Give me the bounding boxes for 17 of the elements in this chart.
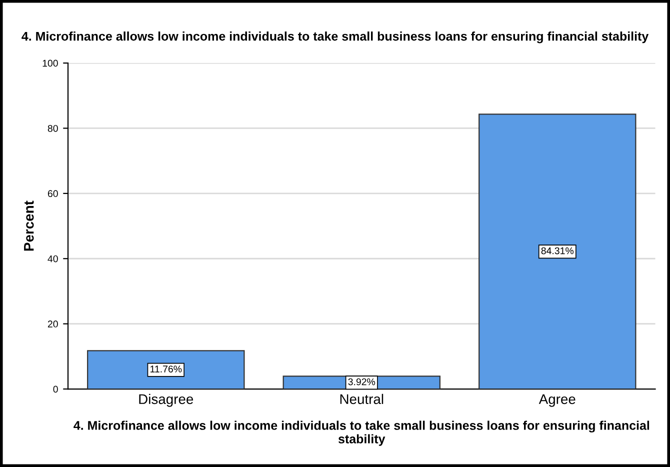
y-tick-label: 60 — [48, 190, 58, 198]
y-tick-label: 100 — [42, 60, 58, 67]
x-axis-title: 4. Microfinance allows low income individuals to take small business loans for ensuring financial stability — [74, 420, 650, 446]
x-tick-label: Disagree — [139, 394, 194, 407]
data-label: 3.92% — [348, 378, 376, 386]
bar — [478, 114, 636, 390]
y-tick-label: 40 — [48, 255, 58, 262]
chart-title: 4. Microfinance allows low income individuals to take small business loans for ensuring financial stability — [22, 32, 649, 44]
y-tick-label: 20 — [48, 320, 58, 328]
data-label: 11.76% — [150, 366, 182, 372]
x-tick-label: Neutral — [340, 394, 384, 404]
data-label: 84.31% — [541, 247, 574, 254]
y-tick-label: 80 — [48, 124, 58, 132]
y-axis-title: Percent — [24, 200, 34, 251]
x-tick-label: Agree — [538, 394, 576, 407]
y-tick-label: 0 — [53, 386, 58, 393]
bar — [87, 350, 245, 390]
